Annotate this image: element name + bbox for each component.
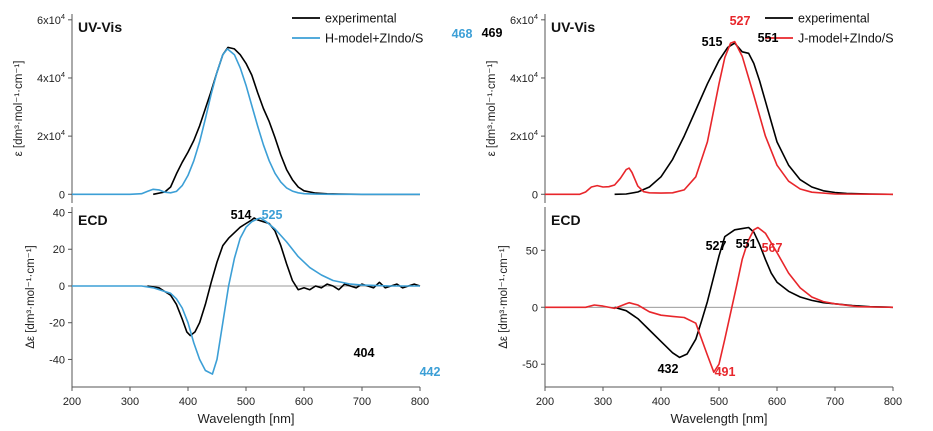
y-tick-label: 0 bbox=[59, 281, 65, 293]
panel-right-top: 0 2x104 4x104 6x104 ε [dm³·mol⁻¹·cm⁻¹] UV-Vis… bbox=[486, 12, 894, 203]
x-tick-label: 500 bbox=[710, 396, 728, 408]
y-axis-label: Δε [dm³·mol⁻¹·cm⁻¹] bbox=[25, 245, 37, 349]
series-line-experimental bbox=[614, 42, 894, 196]
y-tick-label: -20 bbox=[49, 318, 65, 330]
peak-label: 491 bbox=[715, 365, 736, 379]
y-tick-label: 0 bbox=[532, 302, 538, 314]
panel-title: UV-Vis bbox=[551, 19, 595, 35]
x-tick-label: 700 bbox=[353, 396, 371, 408]
y-tick-label: 0 bbox=[59, 189, 65, 201]
peak-label: 567 bbox=[762, 241, 783, 255]
series-line-experimental bbox=[614, 226, 894, 359]
x-tick-label: 400 bbox=[652, 396, 670, 408]
legend-entry: J-model+ZIndo/S bbox=[798, 32, 894, 46]
y-tick-label: 40 bbox=[53, 208, 65, 220]
peak-label: 525 bbox=[262, 208, 283, 222]
x-tick-label: 800 bbox=[884, 396, 902, 408]
panel-left-top: 0 2x104 4x104 6x104 ε [dm³·mol⁻¹·cm⁻¹] UV-Vis… bbox=[13, 12, 503, 203]
y-axis-label: Δε [dm³·mol⁻¹·cm⁻¹] bbox=[498, 245, 510, 349]
peak-label: 551 bbox=[736, 237, 757, 251]
y-tick-label: -40 bbox=[49, 354, 65, 366]
x-tick-label: 400 bbox=[179, 396, 197, 408]
y-tick-label: 0 bbox=[532, 189, 538, 201]
y-tick-label: 2x104 bbox=[37, 128, 65, 143]
peak-label: 527 bbox=[706, 239, 727, 253]
series-line-model bbox=[72, 48, 420, 196]
series-line-experimental bbox=[147, 217, 421, 337]
y-tick-label: 6x104 bbox=[37, 12, 65, 27]
legend-entry: H-model+ZIndo/S bbox=[325, 32, 423, 46]
x-tick-label: 600 bbox=[295, 396, 313, 408]
peak-label: 514 bbox=[231, 208, 252, 222]
x-tick-label: 700 bbox=[826, 396, 844, 408]
peak-label: 527 bbox=[730, 14, 751, 28]
peak-label: 468 bbox=[452, 27, 473, 41]
x-axis-label: Wavelength [nm] bbox=[670, 411, 767, 426]
x-tick-label: 600 bbox=[768, 396, 786, 408]
x-tick-label: 500 bbox=[237, 396, 255, 408]
legend-entry: experimental bbox=[798, 12, 870, 26]
peak-label: 551 bbox=[758, 31, 779, 45]
panel-title: UV-Vis bbox=[78, 19, 122, 35]
x-tick-label: 800 bbox=[411, 396, 429, 408]
y-axis-label: ε [dm³·mol⁻¹·cm⁻¹] bbox=[13, 61, 25, 157]
x-tick-label: 300 bbox=[594, 396, 612, 408]
x-tick-label: 200 bbox=[536, 396, 554, 408]
legend-entry: experimental bbox=[325, 12, 397, 26]
peak-label: 442 bbox=[420, 365, 441, 379]
y-axis-label: ε [dm³·mol⁻¹·cm⁻¹] bbox=[486, 61, 498, 157]
series-line-experimental bbox=[153, 46, 420, 196]
x-axis-label: Wavelength [nm] bbox=[197, 411, 294, 426]
peak-label: 404 bbox=[354, 346, 375, 360]
panel-title: ECD bbox=[78, 212, 108, 228]
y-tick-label: 2x104 bbox=[510, 128, 538, 143]
panel-right-bottom: -50 0 50 200 300 400 500 600 700 800 Wavelength [n… bbox=[498, 207, 902, 426]
y-tick-label: 6x104 bbox=[510, 12, 538, 27]
series-line-model bbox=[545, 40, 894, 196]
x-tick-label: 300 bbox=[121, 396, 139, 408]
x-tick-label: 200 bbox=[63, 396, 81, 408]
peak-label: 515 bbox=[702, 35, 723, 49]
y-tick-label: 20 bbox=[53, 244, 65, 256]
y-tick-label: 4x104 bbox=[37, 70, 65, 85]
series-line-model bbox=[72, 217, 420, 375]
peak-label: 432 bbox=[658, 362, 679, 376]
y-tick-label: -50 bbox=[522, 359, 538, 371]
series-line-model bbox=[545, 226, 894, 374]
panel-title: ECD bbox=[551, 212, 581, 228]
panel-left-bottom: -40 -20 0 20 40 200 300 400 500 600 700 800 Waveleng… bbox=[25, 207, 440, 426]
peak-label: 469 bbox=[482, 26, 503, 40]
y-tick-label: 4x104 bbox=[510, 70, 538, 85]
y-tick-label: 50 bbox=[526, 245, 538, 257]
